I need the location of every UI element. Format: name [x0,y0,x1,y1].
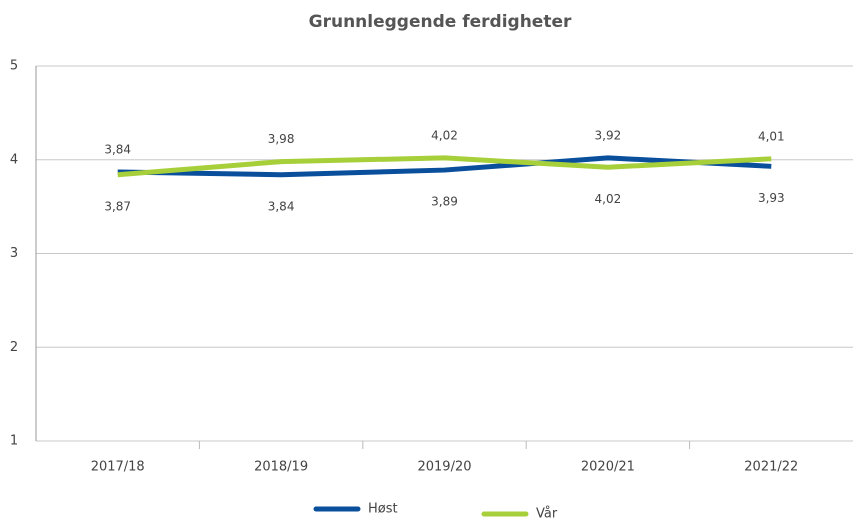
value-label: 3,89 [431,195,458,209]
y-tick-label: 3 [10,246,18,261]
value-label: 3,87 [104,199,131,213]
value-label: 4,01 [758,129,785,143]
x-tick-label: 2018/19 [254,460,308,475]
value-label: 3,98 [268,132,295,146]
y-tick-label: 5 [10,59,18,74]
value-label: 4,02 [431,128,458,142]
value-label: 3,92 [595,128,622,142]
value-label: 3,93 [758,191,785,205]
series-line [117,155,772,178]
series-line [117,155,772,178]
legend-label: Vår [536,507,558,519]
y-tick-label: 2 [10,340,18,355]
value-label: 3,84 [268,199,295,213]
x-tick-label: 2019/20 [417,460,471,475]
x-tick-label: 2017/18 [91,460,145,475]
value-label: 4,02 [595,192,622,206]
y-tick-label: 1 [10,434,18,449]
value-label: 3,84 [104,142,131,156]
x-tick-label: 2021/22 [744,460,798,475]
y-tick-label: 4 [10,152,18,167]
x-tick-label: 2020/21 [581,460,635,475]
chart-title: Grunnleggende ferdigheter [309,12,572,32]
legend-label: Høst [368,502,398,517]
